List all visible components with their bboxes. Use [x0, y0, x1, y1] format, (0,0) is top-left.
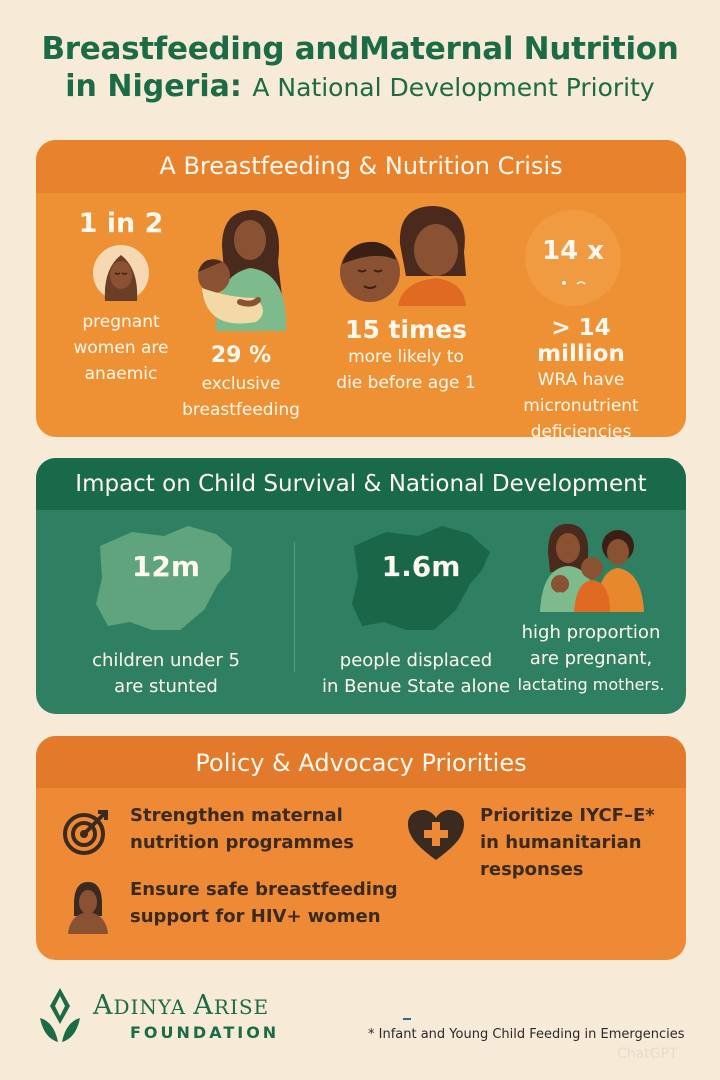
nigeria-map-icon [96, 526, 232, 630]
footnote-mark [403, 1018, 411, 1020]
title-line1: Breastfeeding andMaternal Nutrition [41, 31, 679, 67]
foundation-logo-icon [40, 988, 80, 1042]
stat-mortality-label: more likely to die before age 1 [336, 347, 476, 393]
stat-micronutrient: > 14 million WRA have micronutrient defi… [506, 315, 656, 437]
heart-plus-icon [408, 810, 464, 860]
stat-displaced-text: people displaced in Benue State alone [306, 648, 526, 700]
stat-displaced-value: 1.6m [381, 550, 461, 583]
title-line2: in Nigeria: A National Development Prior… [0, 68, 720, 107]
stat-exclusive-bf-value: 29 % [210, 343, 272, 368]
priority-hiv-support: Ensure safe breastfeeding support for HI… [130, 879, 398, 927]
family-icon [540, 523, 644, 612]
woman-icon [68, 882, 108, 934]
times-badge: 14 x [525, 210, 621, 306]
crisis-heading: A Breastfeeding & Nutrition Crisis [36, 140, 686, 193]
times-badge-value: 14 x [541, 236, 604, 266]
policy-card: Policy & Advocacy Priorities Strengthen … [36, 736, 686, 960]
foundation-name: ADINYA ARISE [93, 990, 270, 1021]
stat-mortality-value: 15 times [345, 315, 467, 344]
stat-displaced-label: people displaced in Benue State alone [321, 650, 511, 697]
impact-card: Impact on Child Survival & National Deve… [36, 458, 686, 714]
stat-stunted: 12m [76, 550, 256, 583]
priority-iycf-e: Prioritize IYCF–E* in humanitarian respo… [480, 805, 655, 880]
stat-stunted-label: children under 5 are stunted [92, 650, 240, 697]
divider [294, 542, 295, 672]
watermark: ChatGPT [617, 1046, 678, 1062]
child-mother-icon [340, 206, 466, 306]
stat-exclusive-bf-label: exclusive breastfeeding [182, 374, 300, 420]
stat-exclusive-bf: 29 % exclusive breastfeeding [176, 341, 306, 423]
foundation-subtitle: FOUNDATION [130, 1023, 280, 1042]
breastfeeding-mother-icon [198, 210, 287, 331]
impact-heading: Impact on Child Survival & National Deve… [36, 458, 686, 510]
title-line2-sub: A National Development Priority [252, 73, 655, 102]
stat-displaced: 1.6m [336, 550, 506, 583]
policy-heading: Policy & Advocacy Priorities [36, 736, 686, 788]
stat-stunted-value: 12m [131, 550, 201, 583]
stat-mothers: high proportion are pregnant, lactating … [506, 620, 676, 698]
stat-stunted-text: children under 5 are stunted [66, 648, 266, 700]
benue-map-icon [352, 526, 490, 630]
priority-maternal-nutrition: Strengthen maternal nutrition programmes [130, 805, 354, 853]
stat-micronutrient-label: WRA have micronutrient deficiencies [523, 370, 639, 437]
stat-anaemic-value: 1 in 2 [78, 208, 164, 239]
target-icon [63, 810, 108, 855]
crisis-card: A Breastfeeding & Nutrition Crisis 1 in … [36, 140, 686, 437]
stat-anaemic-label: pregnant women are anaemic [73, 312, 169, 384]
stat-mortality: 15 times more likely to die before age 1 [326, 315, 486, 396]
pregnant-woman-icon [93, 245, 149, 301]
face-icon [562, 281, 586, 285]
title-line2-main: in Nigeria: [65, 69, 242, 104]
stat-anaemic: 1 in 2 pregnant women are anaemic [66, 208, 176, 387]
footnote: * Infant and Young Child Feeding in Emer… [368, 1027, 685, 1042]
stat-mothers-label: high proportion are pregnant, lactating … [517, 622, 665, 694]
stat-micronutrient-value: > 14 million [537, 315, 625, 367]
page-title: Breastfeeding andMaternal Nutrition in N… [0, 30, 720, 107]
